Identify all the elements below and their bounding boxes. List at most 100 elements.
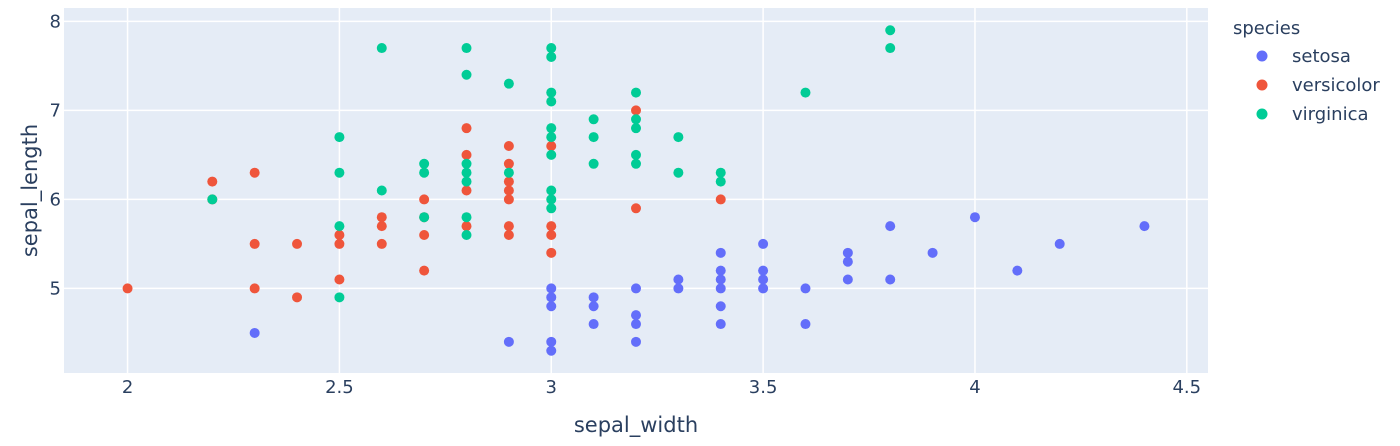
data-point-versicolor[interactable] — [419, 230, 430, 241]
data-point-setosa[interactable] — [800, 319, 811, 330]
data-point-versicolor[interactable] — [419, 194, 430, 205]
data-point-versicolor[interactable] — [546, 230, 557, 241]
data-point-virginica[interactable] — [376, 185, 387, 196]
data-point-setosa[interactable] — [546, 336, 557, 347]
data-point-virginica[interactable] — [885, 43, 896, 54]
data-point-versicolor[interactable] — [376, 221, 387, 232]
data-point-setosa[interactable] — [631, 319, 641, 330]
data-point-setosa[interactable] — [503, 336, 514, 347]
data-point-versicolor[interactable] — [546, 221, 557, 232]
data-point-setosa[interactable] — [842, 247, 853, 258]
data-point-setosa[interactable] — [249, 327, 260, 338]
data-point-setosa[interactable] — [715, 319, 726, 330]
data-point-virginica[interactable] — [334, 167, 345, 178]
data-point-setosa[interactable] — [1139, 221, 1150, 232]
data-point-virginica[interactable] — [631, 158, 641, 169]
data-point-virginica[interactable] — [715, 176, 726, 187]
data-point-setosa[interactable] — [546, 345, 557, 356]
data-point-versicolor[interactable] — [207, 176, 218, 187]
data-point-setosa[interactable] — [715, 265, 726, 276]
data-point-virginica[interactable] — [334, 132, 345, 143]
data-point-setosa[interactable] — [842, 256, 853, 267]
data-point-setosa[interactable] — [546, 292, 557, 303]
data-point-setosa[interactable] — [588, 292, 599, 303]
data-point-virginica[interactable] — [461, 158, 472, 169]
data-point-versicolor[interactable] — [376, 238, 387, 249]
data-point-versicolor[interactable] — [249, 283, 260, 294]
data-point-setosa[interactable] — [546, 283, 557, 294]
legend-item-virginica[interactable]: virginica — [1256, 104, 1369, 125]
data-point-setosa[interactable] — [758, 274, 769, 285]
data-point-versicolor[interactable] — [249, 167, 260, 178]
data-point-virginica[interactable] — [546, 194, 557, 205]
data-point-versicolor[interactable] — [461, 149, 472, 160]
data-point-setosa[interactable] — [800, 283, 811, 294]
data-point-versicolor[interactable] — [503, 158, 514, 169]
data-point-setosa[interactable] — [631, 336, 641, 347]
data-point-virginica[interactable] — [546, 51, 557, 62]
data-point-versicolor[interactable] — [715, 194, 726, 205]
data-point-setosa[interactable] — [715, 301, 726, 312]
data-point-virginica[interactable] — [546, 43, 557, 54]
data-point-virginica[interactable] — [588, 114, 599, 125]
data-point-setosa[interactable] — [631, 310, 641, 321]
data-point-setosa[interactable] — [842, 274, 853, 285]
data-point-setosa[interactable] — [885, 221, 896, 232]
data-point-virginica[interactable] — [546, 132, 557, 143]
data-point-versicolor[interactable] — [292, 238, 303, 249]
data-point-virginica[interactable] — [546, 123, 557, 134]
data-point-virginica[interactable] — [546, 185, 557, 196]
data-point-versicolor[interactable] — [546, 140, 557, 151]
data-point-versicolor[interactable] — [292, 292, 303, 303]
data-point-versicolor[interactable] — [461, 221, 472, 232]
data-point-versicolor[interactable] — [334, 238, 345, 249]
data-point-virginica[interactable] — [419, 158, 430, 169]
data-point-virginica[interactable] — [631, 87, 641, 98]
data-point-setosa[interactable] — [715, 283, 726, 294]
data-point-setosa[interactable] — [758, 238, 769, 249]
data-point-setosa[interactable] — [927, 247, 938, 258]
data-point-virginica[interactable] — [546, 149, 557, 160]
data-point-setosa[interactable] — [715, 274, 726, 285]
data-point-virginica[interactable] — [800, 87, 811, 98]
data-point-versicolor[interactable] — [503, 185, 514, 196]
data-point-versicolor[interactable] — [376, 212, 387, 223]
data-point-setosa[interactable] — [588, 301, 599, 312]
data-point-versicolor[interactable] — [461, 185, 472, 196]
data-point-virginica[interactable] — [546, 96, 557, 107]
data-point-versicolor[interactable] — [249, 238, 260, 249]
data-point-versicolor[interactable] — [631, 203, 641, 214]
data-point-virginica[interactable] — [631, 149, 641, 160]
data-point-virginica[interactable] — [376, 43, 387, 54]
data-point-virginica[interactable] — [631, 123, 641, 134]
data-point-versicolor[interactable] — [503, 221, 514, 232]
data-point-versicolor[interactable] — [122, 283, 133, 294]
data-point-virginica[interactable] — [631, 114, 641, 125]
data-point-setosa[interactable] — [969, 212, 980, 223]
data-point-virginica[interactable] — [588, 158, 599, 169]
data-point-versicolor[interactable] — [334, 230, 345, 241]
data-point-setosa[interactable] — [546, 301, 557, 312]
data-point-versicolor[interactable] — [503, 176, 514, 187]
data-point-virginica[interactable] — [334, 221, 345, 232]
data-point-setosa[interactable] — [758, 265, 769, 276]
data-point-virginica[interactable] — [419, 212, 430, 223]
data-point-versicolor[interactable] — [503, 140, 514, 151]
data-point-virginica[interactable] — [461, 212, 472, 223]
data-point-setosa[interactable] — [758, 283, 769, 294]
data-point-virginica[interactable] — [546, 203, 557, 214]
data-point-virginica[interactable] — [588, 132, 599, 143]
data-point-setosa[interactable] — [673, 283, 684, 294]
data-point-versicolor[interactable] — [419, 265, 430, 276]
data-point-virginica[interactable] — [461, 43, 472, 54]
data-point-setosa[interactable] — [1012, 265, 1023, 276]
data-point-versicolor[interactable] — [503, 194, 514, 205]
data-point-versicolor[interactable] — [546, 247, 557, 258]
legend[interactable]: species setosa versicolor virginica — [1233, 18, 1380, 125]
data-point-setosa[interactable] — [588, 319, 599, 330]
data-point-virginica[interactable] — [885, 25, 896, 36]
data-point-virginica[interactable] — [334, 292, 345, 303]
data-point-versicolor[interactable] — [631, 105, 641, 116]
data-point-versicolor[interactable] — [334, 274, 345, 285]
data-point-virginica[interactable] — [673, 167, 684, 178]
